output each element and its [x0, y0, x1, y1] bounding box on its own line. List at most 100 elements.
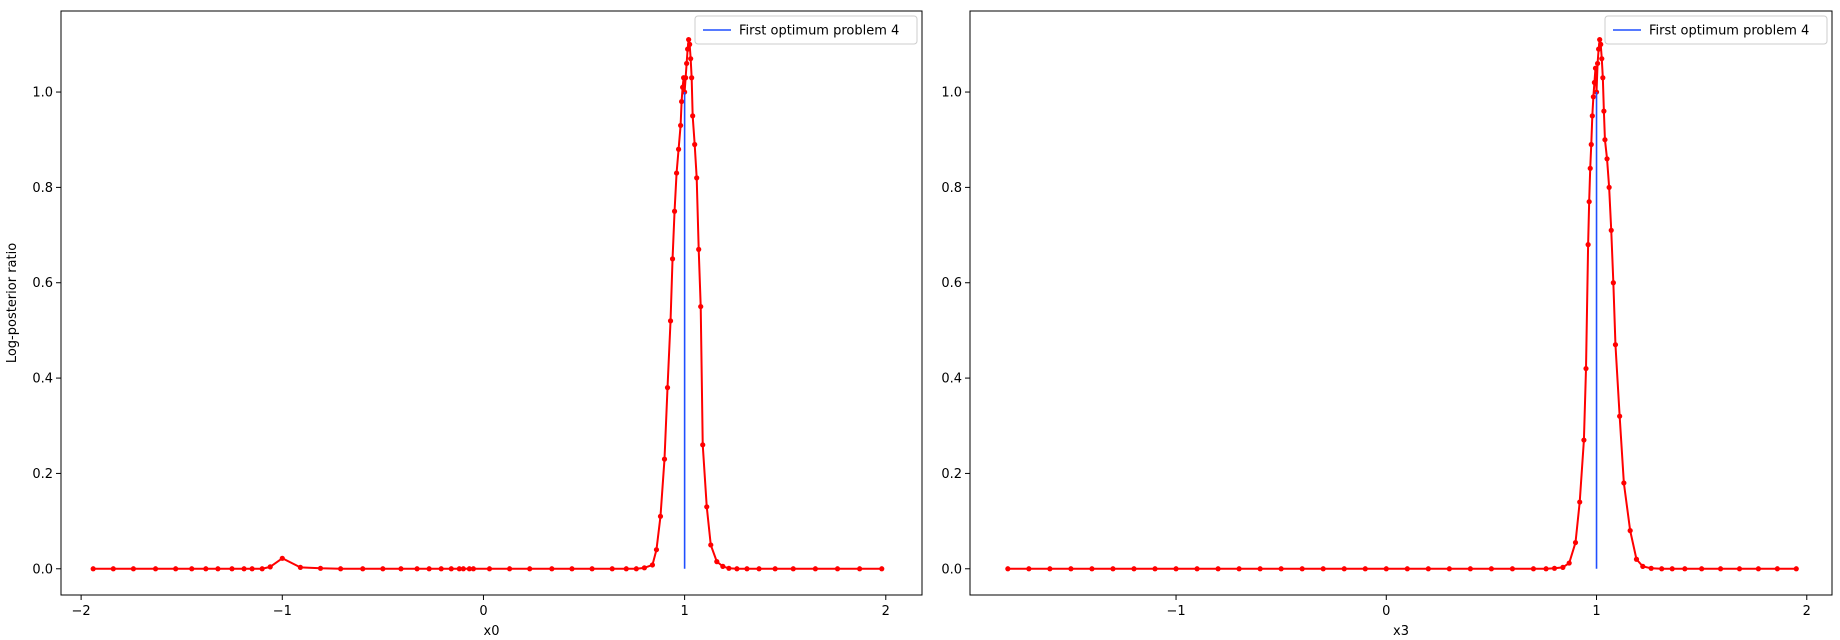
x-tick-label: 1: [680, 604, 688, 619]
data-point: [1596, 46, 1602, 52]
legend-label: First optimum problem 4: [739, 24, 899, 39]
data-point: [623, 566, 629, 572]
data-point: [690, 113, 696, 119]
data-point: [667, 318, 674, 324]
data-point: [756, 566, 762, 572]
data-point: [1173, 566, 1179, 572]
y-tick-label: 0.6: [941, 276, 962, 291]
data-point: [1585, 242, 1591, 248]
data-point: [1612, 342, 1619, 348]
data-point: [1682, 566, 1688, 572]
data-point: [460, 566, 466, 572]
data-point: [1577, 499, 1583, 505]
data-point: [470, 566, 476, 572]
data-point: [687, 41, 693, 47]
x-tick-label: 1: [1592, 604, 1600, 619]
data-point: [1404, 566, 1410, 572]
data-point: [1591, 79, 1598, 86]
data-point: [1627, 528, 1633, 534]
x-tick-label: −1: [273, 604, 292, 619]
data-point: [1110, 566, 1116, 572]
data-point: [790, 566, 796, 572]
data-point: [1425, 566, 1431, 572]
data-point: [609, 566, 615, 572]
data-point: [1005, 566, 1011, 572]
data-point: [744, 566, 750, 572]
data-point: [259, 566, 265, 572]
data-point: [641, 565, 647, 571]
data-point: [466, 566, 472, 572]
x-tick-label: 0: [1382, 604, 1390, 619]
data-point: [720, 563, 726, 570]
data-point: [249, 566, 255, 572]
data-point: [686, 37, 692, 43]
data-point: [694, 175, 700, 181]
right-subplot: −1 0 1 2 0.0 0.2 0.4 0.6 0.8 1.0 x3 First optimum p…: [941, 10, 1833, 639]
legend-box: [1604, 15, 1828, 45]
y-tick-label: 1.0: [32, 86, 53, 101]
data-point: [267, 564, 273, 570]
x-tick-label: −2: [72, 604, 91, 619]
legend: First optimum problem 4: [1604, 15, 1828, 45]
data-point: [1236, 566, 1242, 572]
data-point: [1488, 566, 1494, 572]
data-point: [549, 566, 555, 572]
data-point: [338, 566, 344, 572]
data-point: [173, 566, 179, 572]
data-point: [680, 84, 686, 90]
data-point: [1601, 108, 1607, 114]
y-tick-label: 1.0: [941, 86, 962, 101]
data-point: [380, 566, 386, 572]
data-point: [1560, 564, 1566, 570]
data-point: [1530, 566, 1537, 572]
data-point: [189, 566, 195, 572]
y-tick-label: 0.0: [32, 562, 53, 577]
legend: First optimum problem 4: [694, 15, 918, 45]
data-point: [398, 566, 404, 572]
data-point: [1383, 566, 1389, 572]
data-point: [1659, 566, 1665, 572]
data-point: [700, 442, 706, 448]
data-point: [1608, 227, 1614, 233]
data-point: [1640, 563, 1646, 570]
data-point: [1602, 137, 1608, 143]
data-point: [1586, 199, 1592, 205]
data-point: [360, 566, 366, 572]
data-point: [726, 565, 732, 571]
data-point: [734, 566, 740, 572]
data-point: [633, 566, 639, 572]
data-point: [1152, 566, 1158, 572]
data-point: [649, 562, 656, 568]
data-point: [812, 566, 818, 572]
data-point: [1572, 539, 1579, 546]
data-point: [683, 75, 689, 81]
data-point: [1633, 556, 1640, 562]
data-point: [1551, 565, 1558, 571]
plot-frame: [969, 10, 1833, 596]
data-point: [279, 555, 285, 561]
x-axis-label: x0: [484, 624, 500, 639]
data-point: [527, 566, 533, 572]
data-point: [110, 566, 116, 572]
data-point: [1774, 566, 1780, 572]
data-point: [1026, 566, 1032, 572]
data-point: [1588, 141, 1594, 148]
data-point: [685, 46, 691, 52]
data-point: [90, 566, 96, 572]
data-point: [673, 170, 680, 176]
y-tick-label: 0.2: [32, 467, 53, 482]
data-point: [1566, 560, 1572, 566]
data-point: [1581, 437, 1587, 443]
x-tick-label: 2: [1803, 604, 1811, 619]
data-point: [671, 208, 678, 214]
data-point: [653, 547, 660, 553]
data-point: [1606, 184, 1612, 190]
plot-frame: [60, 10, 923, 596]
data-point: [698, 303, 704, 310]
data-point: [1583, 365, 1589, 372]
data-point: [657, 513, 664, 519]
data-point: [1610, 280, 1616, 286]
data-point: [696, 246, 702, 252]
data-point: [1257, 566, 1263, 572]
